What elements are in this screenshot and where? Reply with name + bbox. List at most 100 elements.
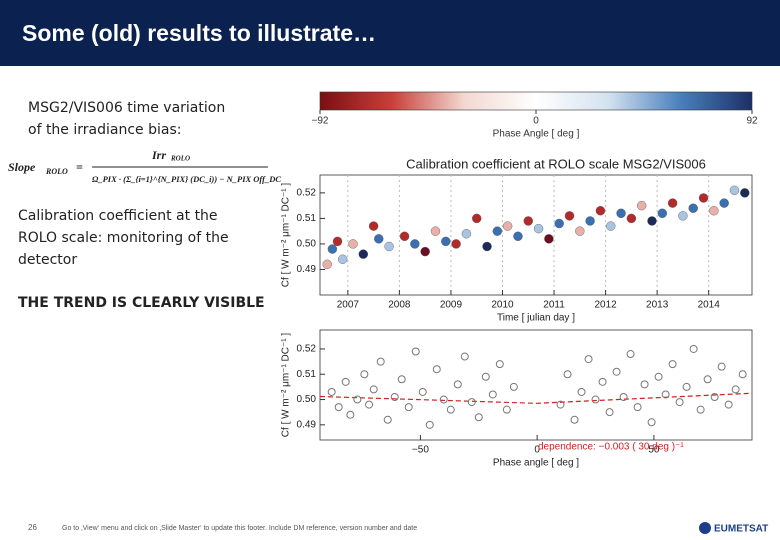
data-point: [334, 403, 343, 412]
data-point: [348, 239, 358, 249]
data-point: [675, 398, 684, 407]
x-tick-label: 2009: [440, 300, 463, 311]
x-axis-label: Phase angle [ deg ]: [493, 458, 579, 469]
data-point: [724, 400, 733, 409]
colorbar-tick-label: 0: [533, 116, 539, 127]
y-tick-label: 0.49: [297, 264, 317, 275]
body-line: ROLO scale: monitoring of the: [18, 230, 229, 246]
formula-den: Ω_PIX · (Σ_{i=1}^{N_PIX} (DC_i)) − N_PIX…: [92, 174, 281, 184]
x-tick-label: 2008: [388, 300, 411, 311]
data-point: [472, 213, 482, 224]
data-point: [467, 398, 476, 407]
data-point: [657, 208, 668, 218]
data-point: [719, 198, 729, 208]
data-point: [327, 387, 336, 396]
data-point: [577, 387, 586, 396]
x-tick-label: 0: [534, 445, 540, 456]
data-point: [368, 221, 379, 231]
data-point: [740, 188, 750, 198]
y-axis-label: Cf [ W m⁻² μm⁻¹ DC⁻¹ ]: [281, 183, 292, 288]
data-point: [492, 226, 503, 236]
data-point: [410, 239, 420, 249]
data-point: [584, 355, 593, 364]
data-point: [698, 193, 709, 203]
body-line: detector: [18, 252, 77, 268]
data-point: [738, 370, 747, 379]
data-point: [353, 395, 362, 404]
data-point: [544, 234, 554, 244]
data-point: [729, 185, 740, 196]
data-point: [488, 390, 497, 399]
data-point: [441, 236, 451, 247]
data-point: [523, 216, 533, 226]
data-point: [564, 211, 575, 221]
data-point: [322, 259, 332, 270]
data-point: [430, 226, 441, 236]
x-tick-label: 2012: [594, 300, 617, 311]
y-tick-label: 0.52: [297, 344, 317, 355]
data-point: [696, 405, 705, 414]
data-point: [432, 365, 441, 374]
formula: Slope ROLO = Irr ROLO Ω_PIX · (Σ_{i=1}^{…: [8, 148, 281, 184]
data-point: [397, 375, 406, 384]
x-tick-label: 2011: [543, 300, 565, 311]
y-tick-label: 0.50: [297, 239, 317, 250]
y-tick-label: 0.51: [297, 369, 317, 380]
logo: EUMETSAT: [714, 524, 768, 535]
data-point: [404, 403, 413, 412]
y-tick-label: 0.52: [297, 188, 317, 199]
data-point: [668, 360, 677, 369]
data-point: [731, 385, 740, 394]
data-point: [612, 367, 621, 376]
colorbar: [319, 91, 753, 111]
data-point: [481, 372, 490, 381]
logo-mark: [699, 522, 711, 534]
colorbar-tick-label: 92: [746, 116, 758, 127]
annotation: dependence: −0.003 ( 30 deg )⁻¹: [538, 442, 684, 453]
data-point: [482, 241, 492, 252]
x-tick-label: 2010: [491, 300, 514, 311]
data-point: [661, 390, 670, 399]
formula-num: Irr: [151, 148, 166, 162]
data-point: [626, 213, 637, 224]
data-point: [439, 395, 448, 404]
data-point: [337, 254, 348, 264]
data-point: [390, 393, 399, 402]
data-point: [376, 357, 385, 366]
formula-lhs: Slope: [8, 160, 36, 174]
data-point: [341, 377, 350, 386]
data-point: [451, 239, 461, 249]
data-point: [460, 352, 469, 361]
data-point: [606, 221, 616, 231]
data-point: [346, 410, 355, 419]
data-point: [513, 231, 523, 241]
header-bar: [0, 0, 780, 66]
data-point: [502, 405, 511, 414]
colorbar-tick-label: −92: [312, 116, 329, 127]
formula-lhs-sub: ROLO: [45, 167, 68, 176]
data-point: [425, 420, 434, 429]
data-point: [495, 360, 504, 369]
emphasis: THE TREND IS CLEARLY VISIBLE: [18, 295, 265, 311]
data-point: [636, 200, 647, 211]
colorbar-label: Phase Angle [ deg ]: [493, 129, 580, 140]
data-point: [360, 370, 369, 379]
y-tick-label: 0.51: [297, 213, 317, 224]
data-point: [502, 221, 513, 231]
page-number: 26: [28, 523, 37, 532]
data-point: [682, 382, 691, 391]
data-point: [703, 375, 712, 384]
body-line: Calibration coefficient at the: [18, 208, 218, 224]
footer: Go to ‚View‘ menu and click on ‚Slide Ma…: [62, 525, 417, 532]
data-point: [399, 231, 410, 241]
slide-title: Some (old) results to illustrate…: [22, 20, 376, 46]
data-point: [509, 382, 518, 391]
data-point: [689, 344, 698, 353]
y-tick-label: 0.50: [297, 394, 317, 405]
data-point: [688, 203, 698, 213]
data-point: [717, 362, 726, 371]
data-point: [384, 241, 394, 252]
data-point: [619, 393, 628, 402]
chart-title: Calibration coefficient at ROLO scale MS…: [406, 156, 706, 171]
